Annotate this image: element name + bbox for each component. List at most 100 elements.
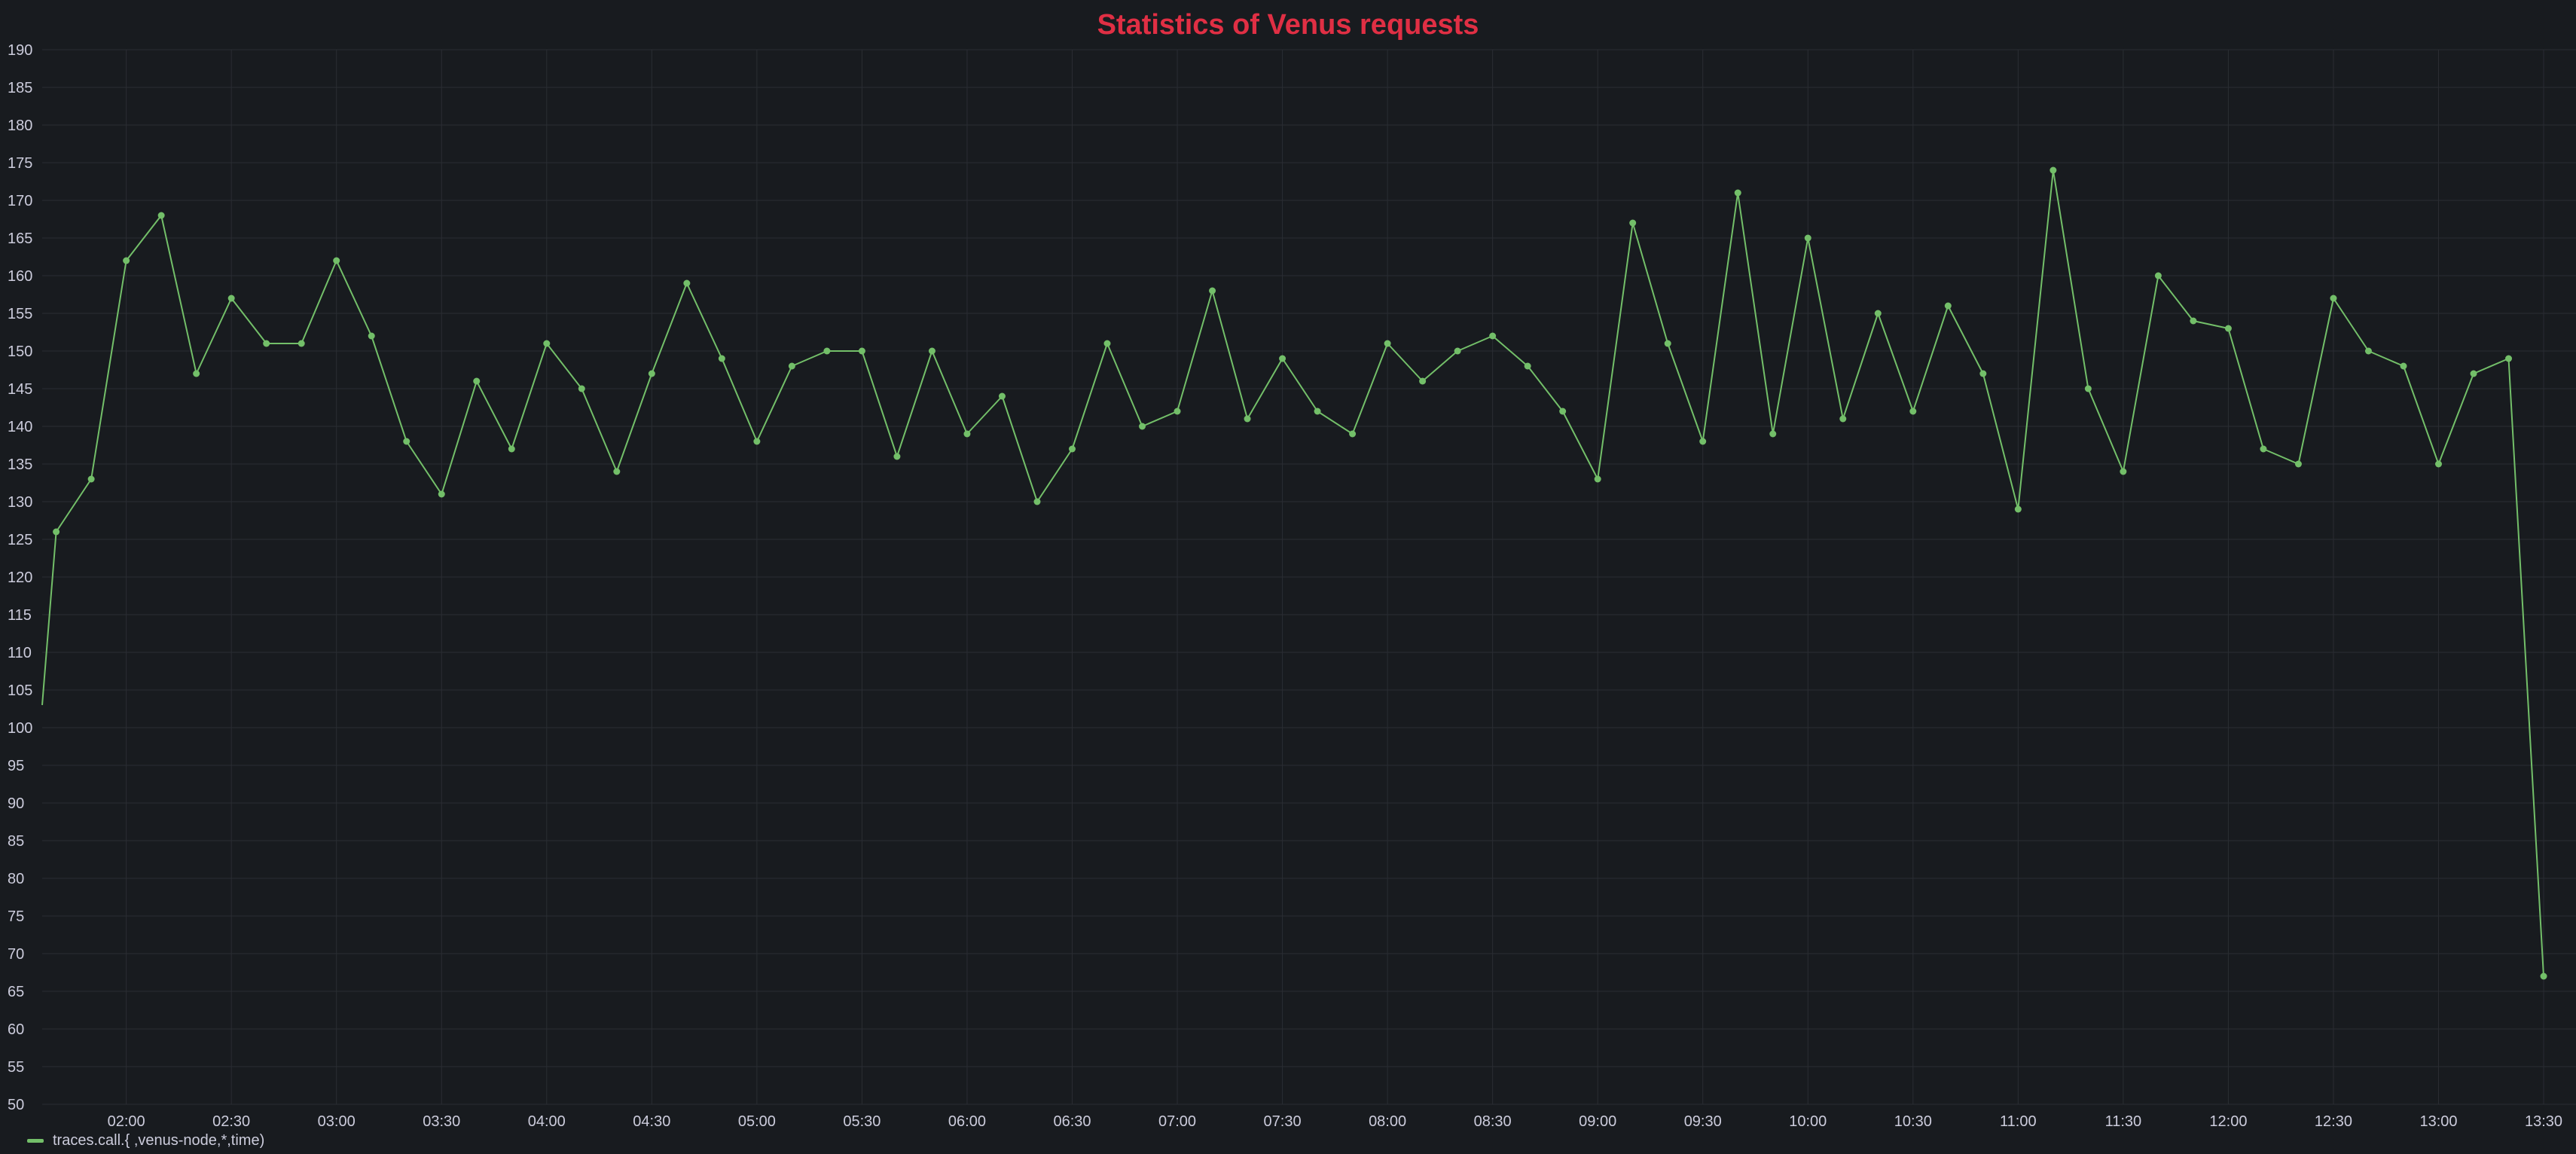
data-point[interactable] (333, 257, 340, 264)
data-point[interactable] (578, 385, 585, 392)
data-point[interactable] (1454, 347, 1461, 355)
data-point[interactable] (403, 438, 411, 445)
data-point[interactable] (823, 347, 831, 355)
data-point[interactable] (1209, 287, 1216, 295)
data-point[interactable] (718, 355, 725, 362)
data-point[interactable] (1384, 340, 1391, 347)
data-point[interactable] (1489, 332, 1497, 340)
data-point[interactable] (2435, 460, 2443, 468)
data-point[interactable] (543, 340, 551, 347)
x-tick-label: 04:30 (633, 1113, 670, 1130)
data-point[interactable] (368, 332, 375, 340)
data-point[interactable] (753, 438, 761, 445)
data-point[interactable] (2505, 355, 2513, 362)
x-tick-label: 08:00 (1369, 1113, 1406, 1130)
data-point[interactable] (2260, 445, 2267, 453)
data-point[interactable] (263, 340, 270, 347)
x-tick-label: 07:00 (1158, 1113, 1196, 1130)
chart-title: Statistics of Venus requests (1097, 9, 1479, 41)
y-tick-label: 110 (8, 645, 32, 661)
data-point[interactable] (1314, 408, 1321, 415)
data-point[interactable] (1594, 475, 1601, 483)
y-tick-label: 100 (8, 720, 32, 737)
data-point[interactable] (1629, 219, 1637, 227)
data-point[interactable] (2050, 166, 2057, 174)
data-point[interactable] (2154, 272, 2162, 279)
data-point[interactable] (87, 475, 95, 483)
y-tick-label: 90 (8, 795, 24, 812)
data-point[interactable] (2364, 347, 2372, 355)
data-point[interactable] (998, 392, 1006, 400)
series-line (41, 169, 2544, 977)
data-point[interactable] (1664, 340, 1671, 347)
data-point[interactable] (2400, 362, 2407, 370)
data-point[interactable] (1874, 310, 1882, 317)
y-tick-label: 175 (8, 155, 32, 172)
x-tick-label: 09:00 (1579, 1113, 1616, 1130)
data-point[interactable] (683, 279, 691, 287)
data-point[interactable] (2224, 325, 2232, 332)
data-point[interactable] (788, 362, 795, 370)
data-point[interactable] (1734, 189, 1741, 197)
y-tick-label: 130 (8, 494, 32, 511)
y-tick-label: 70 (8, 946, 24, 963)
y-tick-label: 125 (8, 532, 32, 548)
data-point[interactable] (1979, 370, 1987, 377)
data-point[interactable] (438, 490, 445, 498)
y-tick-label: 150 (8, 343, 32, 360)
data-point[interactable] (858, 347, 865, 355)
data-point[interactable] (2294, 460, 2302, 468)
data-point[interactable] (193, 370, 200, 377)
data-point[interactable] (508, 445, 515, 453)
legend-item[interactable]: traces.call.{ ,venus-node,*,time) (27, 1130, 264, 1151)
data-point[interactable] (1839, 415, 1847, 423)
x-tick-label: 02:00 (108, 1113, 145, 1130)
data-point[interactable] (2014, 505, 2022, 513)
data-point[interactable] (227, 295, 235, 302)
data-point[interactable] (1103, 340, 1111, 347)
data-point[interactable] (2330, 295, 2337, 302)
data-point[interactable] (1244, 415, 1251, 423)
x-tick-label: 10:00 (1789, 1113, 1827, 1130)
y-axis: 50 55 60 65 70 75 80 85 90 95 100 105 110 115 120 125 13… (8, 42, 32, 1113)
data-point[interactable] (1068, 445, 1076, 453)
data-point[interactable] (298, 340, 305, 347)
data-point[interactable] (963, 430, 971, 438)
x-tick-label: 12:00 (2209, 1113, 2247, 1130)
data-point[interactable] (928, 347, 935, 355)
data-point[interactable] (2084, 385, 2092, 392)
data-point[interactable] (1944, 302, 1952, 310)
legend-label: traces.call.{ ,venus-node,*,time) (53, 1131, 265, 1149)
data-point[interactable] (53, 528, 60, 536)
data-point[interactable] (1279, 355, 1286, 362)
x-tick-label: 10:30 (1894, 1113, 1932, 1130)
data-point[interactable] (648, 370, 655, 377)
data-point[interactable] (893, 453, 901, 460)
data-point[interactable] (1909, 408, 1917, 415)
data-point[interactable] (1419, 377, 1427, 385)
data-point[interactable] (157, 212, 165, 219)
y-tick-label: 170 (8, 193, 32, 209)
data-point[interactable] (1804, 234, 1811, 242)
y-tick-label: 105 (8, 682, 32, 699)
x-tick-label: 09:30 (1684, 1113, 1722, 1130)
data-point[interactable] (123, 257, 130, 264)
data-point[interactable] (1139, 423, 1146, 430)
x-tick-label: 02:30 (212, 1113, 250, 1130)
x-tick-label: 03:30 (423, 1113, 460, 1130)
data-point[interactable] (1174, 408, 1181, 415)
data-point[interactable] (613, 468, 621, 475)
data-point[interactable] (1349, 430, 1357, 438)
data-point[interactable] (1524, 362, 1531, 370)
data-point[interactable] (1699, 438, 1707, 445)
data-point[interactable] (2540, 972, 2547, 980)
data-point[interactable] (473, 377, 481, 385)
data-point[interactable] (1769, 430, 1777, 438)
data-point[interactable] (2120, 468, 2127, 475)
data-point[interactable] (1033, 498, 1041, 505)
data-point[interactable] (2470, 370, 2477, 377)
x-axis: 02:00 02:30 03:00 03:30 04:00 04:30 05:00 05:30… (108, 1113, 2562, 1130)
data-point[interactable] (1559, 408, 1567, 415)
data-point[interactable] (2190, 317, 2197, 325)
